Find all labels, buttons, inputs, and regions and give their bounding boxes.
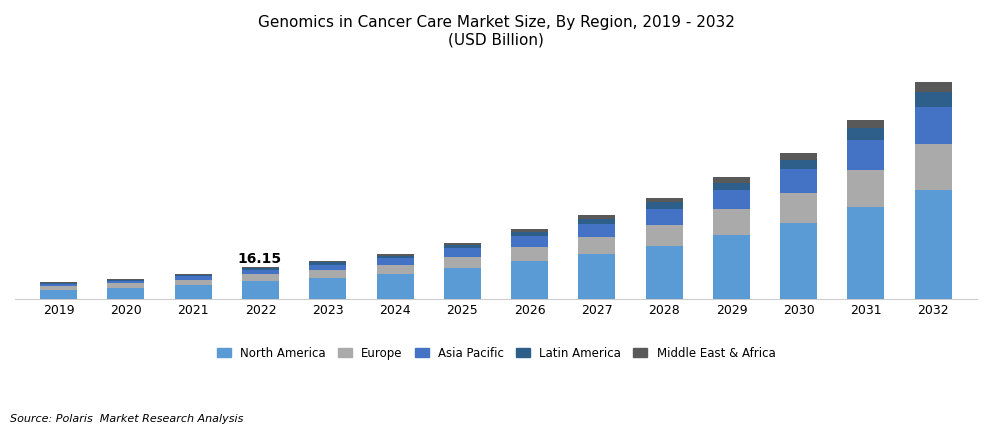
Bar	[310, 270, 346, 278]
Bar	[915, 190, 951, 299]
Bar	[41, 282, 77, 283]
Bar	[578, 216, 615, 219]
Bar	[646, 202, 682, 209]
Bar	[578, 224, 615, 237]
Bar	[847, 120, 885, 128]
Bar	[713, 183, 750, 190]
Legend: North America, Europe, Asia Pacific, Latin America, Middle East & Africa: North America, Europe, Asia Pacific, Lat…	[212, 342, 780, 364]
Bar	[847, 207, 885, 299]
Bar	[175, 273, 211, 275]
Bar	[646, 198, 682, 202]
Bar	[377, 254, 414, 256]
Text: Source: Polaris  Market Research Analysis: Source: Polaris Market Research Analysis	[10, 414, 243, 424]
Bar	[175, 285, 211, 299]
Bar	[511, 236, 549, 247]
Title: Genomics in Cancer Care Market Size, By Region, 2019 - 2032
(USD Billion): Genomics in Cancer Care Market Size, By …	[258, 15, 734, 47]
Bar	[175, 276, 211, 280]
Bar	[915, 106, 951, 144]
Bar	[41, 284, 77, 286]
Bar	[443, 256, 481, 268]
Bar	[310, 278, 346, 299]
Bar	[847, 170, 885, 207]
Bar	[781, 224, 817, 299]
Bar	[107, 281, 145, 283]
Bar	[242, 281, 279, 299]
Bar	[713, 177, 750, 183]
Bar	[646, 225, 682, 246]
Bar	[646, 246, 682, 299]
Bar	[107, 288, 145, 299]
Bar	[578, 237, 615, 254]
Bar	[377, 259, 414, 265]
Bar	[242, 274, 279, 281]
Bar	[242, 268, 279, 270]
Bar	[175, 275, 211, 276]
Bar	[781, 169, 817, 193]
Bar	[443, 248, 481, 256]
Bar	[107, 279, 145, 281]
Bar	[578, 254, 615, 299]
Bar	[377, 274, 414, 299]
Bar	[175, 280, 211, 285]
Bar	[511, 261, 549, 299]
Bar	[242, 267, 279, 268]
Bar	[511, 229, 549, 232]
Bar	[511, 247, 549, 261]
Bar	[377, 265, 414, 274]
Bar	[915, 92, 951, 106]
Bar	[781, 153, 817, 160]
Bar	[781, 160, 817, 169]
Bar	[847, 128, 885, 140]
Bar	[713, 235, 750, 299]
Bar	[713, 190, 750, 210]
Bar	[915, 82, 951, 92]
Bar	[781, 193, 817, 224]
Bar	[847, 140, 885, 170]
Bar	[915, 144, 951, 190]
Bar	[41, 290, 77, 299]
Bar	[41, 286, 77, 290]
Bar	[511, 232, 549, 236]
Bar	[41, 283, 77, 284]
Bar	[310, 265, 346, 270]
Bar	[713, 210, 750, 235]
Text: 16.15: 16.15	[237, 252, 282, 266]
Bar	[377, 256, 414, 259]
Bar	[443, 268, 481, 299]
Bar	[310, 261, 346, 262]
Bar	[443, 243, 481, 245]
Bar	[242, 270, 279, 274]
Bar	[443, 245, 481, 248]
Bar	[310, 262, 346, 265]
Bar	[646, 209, 682, 225]
Bar	[578, 219, 615, 224]
Bar	[107, 283, 145, 288]
